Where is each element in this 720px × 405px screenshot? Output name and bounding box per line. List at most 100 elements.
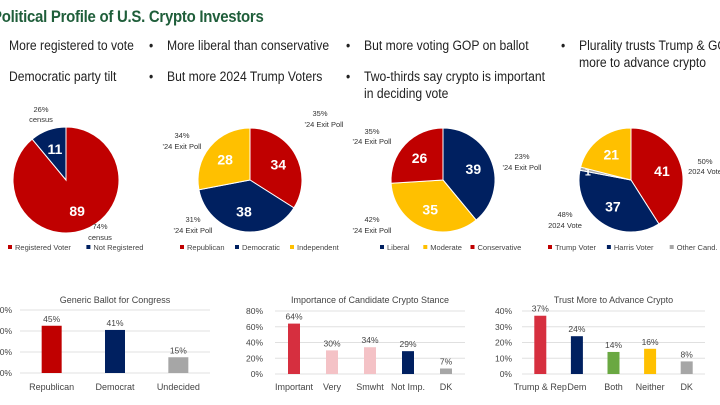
bar-data-label: 14%: [605, 340, 622, 350]
bullet: Democratic party tilt: [9, 69, 117, 84]
pie-slice: [442, 127, 496, 221]
bullet: More registered to vote: [9, 38, 134, 53]
bar-data-label: 45%: [43, 314, 60, 324]
y-tick-label: 0%: [500, 369, 513, 379]
bar: [644, 348, 657, 374]
legend-label: Conservative: [478, 243, 522, 252]
bar-chart-title: Generic Ballot for Congress: [60, 295, 171, 305]
bar-data-label: 37%: [532, 304, 549, 314]
pie-data-label: 35: [422, 202, 438, 218]
legend-label: Trump Voter: [555, 243, 596, 252]
legend-label: Republican: [187, 243, 225, 252]
y-tick-label: 40%: [246, 338, 263, 348]
pie-data-label: 37: [605, 199, 621, 215]
bar-chart-title: Trust More to Advance Crypto: [554, 295, 673, 305]
pie-slice: [198, 179, 295, 233]
pie-annotation: 31%: [185, 215, 200, 224]
y-tick-label: 0%: [0, 368, 12, 378]
bar: [570, 336, 583, 374]
bar: [440, 368, 452, 374]
legend-label: Registered Voter: [15, 243, 71, 252]
legend-label: Moderate: [430, 243, 462, 252]
pie-annotation: '24 Exit Poll: [503, 163, 542, 172]
legend-label: Democratic: [242, 243, 280, 252]
bullet: • Two-thirds say crypto is important in de…: [346, 69, 545, 101]
pie-annotation: '24 Exit Poll: [305, 120, 344, 129]
pie-annotation: 2024 Vote: [548, 221, 582, 230]
pie-annotation: 34%: [174, 131, 189, 140]
pie-annotation: 50%: [697, 157, 712, 166]
page-title: Political Profile of U.S. Crypto Investo…: [0, 7, 264, 26]
x-tick-label: Not Imp.: [391, 382, 425, 392]
bar-data-label: 8%: [681, 349, 694, 359]
legend-marker: [423, 245, 428, 249]
pie-data-label: 28: [217, 151, 233, 167]
pie-slice: [580, 127, 632, 181]
bar-chart-title: Importance of Candidate Crypto Stance: [291, 295, 449, 305]
x-tick-label: DK: [440, 382, 453, 392]
x-tick-label: Undecided: [157, 382, 200, 392]
x-tick-label: Both: [604, 382, 623, 392]
pie-slice: [390, 127, 444, 184]
x-tick-label: DK: [680, 382, 693, 392]
pie-data-label: 11: [47, 141, 62, 157]
pie-data-label: 21: [603, 147, 619, 163]
y-tick-label: 40%: [495, 306, 512, 316]
legend-marker: [86, 245, 91, 249]
pie-annotation: 26%: [33, 105, 48, 114]
pie-slice: [390, 179, 477, 233]
y-tick-label: 20%: [495, 338, 512, 348]
bar-data-label: 34%: [361, 335, 378, 345]
pie-annotation: 23%: [514, 152, 529, 161]
bar-data-label: 29%: [399, 339, 416, 349]
bar-data-label: 7%: [440, 356, 453, 366]
bar-data-label: 41%: [106, 318, 123, 328]
bullet: • But more 2024 Trump Voters: [149, 69, 323, 84]
bar-data-label: 24%: [568, 324, 585, 334]
y-tick-label: 40%: [0, 326, 12, 336]
bar: [680, 361, 693, 374]
y-tick-label: 80%: [246, 306, 263, 316]
bar: [326, 350, 338, 374]
pie-annotation: '24 Exit Poll: [174, 226, 213, 235]
x-tick-label: Dem: [567, 382, 586, 392]
x-tick-label: Important: [275, 382, 314, 392]
bar: [402, 351, 414, 374]
legend-marker: [669, 245, 674, 249]
pie-data-label: 34: [270, 156, 286, 172]
legend-marker: [548, 245, 552, 249]
legend-marker: [606, 245, 611, 249]
pie-annotation: 48%: [557, 210, 572, 219]
bar-data-label: 30%: [323, 338, 340, 348]
pie-data-label: 26: [412, 150, 428, 166]
bullet: • Plurality trusts Trump & GOP more to adv…: [561, 38, 720, 70]
x-tick-label: Trump & Rep: [514, 382, 567, 392]
bar: [105, 329, 125, 373]
pie-annotation: 42%: [364, 215, 379, 224]
x-tick-label: Republican: [29, 382, 74, 392]
bar-data-label: 64%: [285, 312, 302, 322]
bar: [168, 357, 189, 373]
legend-label: Liberal: [387, 243, 410, 252]
y-tick-label: 60%: [0, 305, 12, 315]
y-tick-label: 60%: [246, 322, 263, 332]
bullet: • But more voting GOP on ballot: [346, 38, 529, 53]
y-tick-label: 10%: [495, 353, 512, 363]
bar: [364, 347, 376, 374]
legend-label: Independent: [297, 243, 340, 252]
pie-data-label: 1: [585, 166, 591, 178]
pie-data-label: 39: [466, 161, 482, 177]
y-tick-label: 20%: [246, 353, 263, 363]
bar: [41, 325, 62, 373]
pie-annotation: 35%: [312, 109, 327, 118]
x-tick-label: Democrat: [95, 382, 135, 392]
legend-marker: [290, 245, 294, 249]
pie-slice: [197, 127, 251, 191]
legend-label: Harris Voter: [614, 243, 654, 252]
pie-annotation: 2024 Vote: [688, 167, 720, 176]
pie-slice: [31, 126, 67, 182]
bar: [288, 323, 300, 374]
pie-annotation: '24 Exit Poll: [353, 137, 392, 146]
bar-data-label: 16%: [642, 337, 659, 347]
